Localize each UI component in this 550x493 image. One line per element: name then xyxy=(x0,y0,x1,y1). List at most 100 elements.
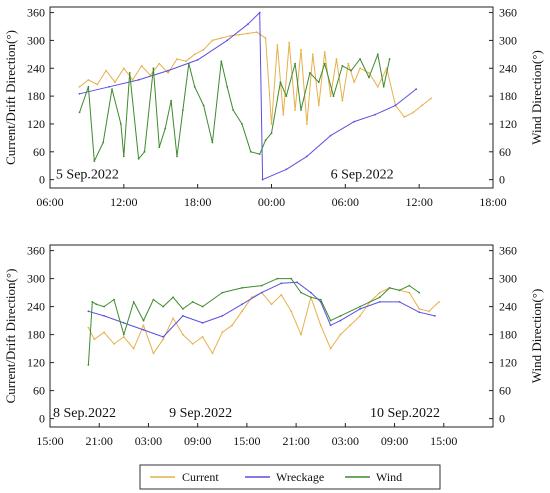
data-point-current xyxy=(141,65,143,67)
x-tick-label: 00:00 xyxy=(258,195,285,209)
data-point-wind xyxy=(102,142,104,144)
data-point-current xyxy=(202,336,204,338)
x-tick-label: 09:00 xyxy=(184,434,211,448)
data-point-current xyxy=(421,105,423,107)
data-point-wreckage xyxy=(197,59,199,61)
data-point-wreckage xyxy=(182,315,184,317)
data-point-wind xyxy=(144,151,146,153)
data-point-current xyxy=(105,70,107,72)
y2-tick-label: 240 xyxy=(499,300,517,314)
data-point-wind xyxy=(300,109,302,111)
data-point-current xyxy=(306,123,308,125)
data-point-wreckage xyxy=(434,315,436,317)
data-point-current xyxy=(88,327,90,329)
data-point-wind xyxy=(241,123,243,125)
y-tick-label: 300 xyxy=(27,33,45,47)
data-point-current xyxy=(368,72,370,74)
data-point-wind xyxy=(280,81,282,83)
data-point-current xyxy=(123,67,125,69)
data-point-wreckage xyxy=(143,329,145,331)
data-point-current xyxy=(96,84,98,86)
x-tick-label: 21:00 xyxy=(86,434,113,448)
data-point-wreckage xyxy=(226,40,228,42)
data-point-current xyxy=(290,310,292,312)
y2-tick-label: 180 xyxy=(499,89,517,103)
data-point-current xyxy=(220,37,222,39)
plot-frame xyxy=(50,245,493,427)
y2-tick-label: 300 xyxy=(499,33,517,47)
data-point-wreckage xyxy=(103,315,105,317)
data-point-wind xyxy=(383,86,385,88)
data-point-wind xyxy=(103,306,105,308)
data-point-wind xyxy=(79,112,81,114)
y2-tick-label: 0 xyxy=(499,412,505,426)
data-point-current xyxy=(294,109,296,111)
data-point-wind xyxy=(377,53,379,55)
data-point-wind xyxy=(389,58,391,60)
data-point-wind xyxy=(88,364,90,366)
data-point-current xyxy=(103,331,105,333)
data-point-wreckage xyxy=(415,88,417,90)
data-point-wind xyxy=(333,95,335,97)
data-point-current xyxy=(312,53,314,55)
data-point-current xyxy=(182,334,184,336)
data-point-current xyxy=(340,334,342,336)
data-point-wind xyxy=(241,287,243,289)
y-tick-label: 60 xyxy=(33,384,45,398)
data-point-wreckage xyxy=(79,93,81,95)
data-point-current xyxy=(288,42,290,44)
data-point-wreckage xyxy=(395,105,397,107)
data-point-wind xyxy=(91,301,93,303)
data-point-wreckage xyxy=(280,282,282,284)
data-point-current xyxy=(203,49,205,51)
data-point-current xyxy=(271,303,273,305)
data-point-current xyxy=(318,105,320,107)
data-point-wind xyxy=(226,86,228,88)
date-annotation: 5 Sep.2022 xyxy=(56,167,119,182)
data-point-wind xyxy=(265,139,267,141)
data-point-current xyxy=(418,308,420,310)
series-line-wreckage xyxy=(80,13,417,180)
data-point-wind xyxy=(350,70,352,72)
data-point-wind xyxy=(408,285,410,287)
data-point-current xyxy=(176,58,178,60)
data-point-wind xyxy=(182,109,184,111)
data-point-wind xyxy=(261,285,263,287)
data-point-wind xyxy=(250,151,252,153)
y-tick-label: 0 xyxy=(39,173,45,187)
chart-top: 0 60 120 180 240 300 360 0 60 120 180 240 300 360 06:0… xyxy=(3,6,544,209)
data-point-wind xyxy=(138,158,140,160)
data-point-current xyxy=(133,348,135,350)
series-line-wind xyxy=(88,279,419,365)
data-point-current xyxy=(349,324,351,326)
y-tick-label: 240 xyxy=(27,300,45,314)
data-point-wind xyxy=(271,132,273,134)
data-point-wreckage xyxy=(399,301,401,303)
data-point-wreckage xyxy=(262,179,264,181)
data-point-current xyxy=(256,31,258,33)
data-point-current xyxy=(114,81,116,83)
data-point-wind xyxy=(172,296,174,298)
data-point-wreckage xyxy=(285,169,287,171)
data-point-current xyxy=(79,86,81,88)
data-point-wreckage xyxy=(259,12,261,14)
x-tick-label: 15:00 xyxy=(36,434,63,448)
data-point-wind xyxy=(359,58,361,60)
y-axis-label: Current/Drift Direction(°) xyxy=(3,269,18,404)
y2-tick-label: 360 xyxy=(499,244,517,258)
data-point-wind xyxy=(399,289,401,291)
data-point-wind xyxy=(310,296,312,298)
data-point-wind xyxy=(162,306,164,308)
data-point-current xyxy=(320,324,322,326)
data-point-current xyxy=(192,343,194,345)
data-point-current xyxy=(167,72,169,74)
data-point-wind xyxy=(290,278,292,280)
data-point-wreckage xyxy=(241,303,243,305)
data-point-current xyxy=(353,81,355,83)
x-tick-label: 06:00 xyxy=(332,195,359,209)
series-line-current xyxy=(80,32,432,124)
data-point-wind xyxy=(188,63,190,65)
data-point-current xyxy=(158,63,160,65)
data-point-wind xyxy=(285,95,287,97)
